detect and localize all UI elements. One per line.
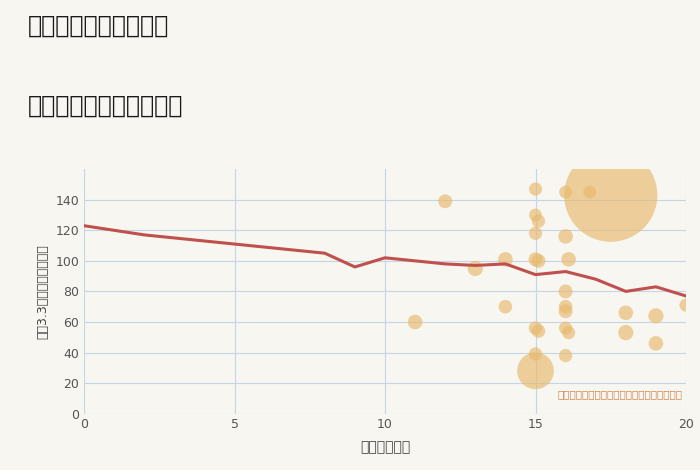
Y-axis label: 坪（3.3㎡）単価（万円）: 坪（3.3㎡）単価（万円）: [36, 244, 50, 339]
Point: [620, 329, 631, 337]
Point: [560, 352, 571, 359]
Point: [560, 324, 571, 332]
Point: [560, 233, 571, 240]
Point: [533, 327, 544, 335]
Point: [650, 339, 662, 347]
Point: [533, 257, 544, 265]
Point: [605, 191, 617, 199]
Text: 駅距離別中古戸建て価格: 駅距離別中古戸建て価格: [28, 94, 183, 118]
Point: [530, 229, 541, 237]
Point: [500, 303, 511, 310]
Text: 大阪府高槻市中川町の: 大阪府高槻市中川町の: [28, 14, 169, 38]
Point: [530, 350, 541, 358]
Point: [410, 318, 421, 326]
Point: [530, 324, 541, 332]
X-axis label: 駅距離（分）: 駅距離（分）: [360, 440, 410, 454]
Point: [560, 307, 571, 315]
Point: [470, 265, 481, 272]
Point: [563, 256, 574, 263]
Point: [560, 303, 571, 310]
Text: 円の大きさは、取引のあった物件面積を示す: 円の大きさは、取引のあった物件面積を示す: [558, 389, 683, 399]
Point: [533, 217, 544, 225]
Point: [500, 256, 511, 263]
Point: [530, 256, 541, 263]
Point: [584, 188, 595, 196]
Point: [530, 185, 541, 193]
Point: [530, 211, 541, 219]
Point: [530, 367, 541, 375]
Point: [650, 312, 662, 320]
Point: [680, 301, 692, 309]
Point: [560, 288, 571, 295]
Point: [560, 188, 571, 196]
Point: [440, 197, 451, 205]
Point: [563, 329, 574, 337]
Point: [620, 309, 631, 317]
